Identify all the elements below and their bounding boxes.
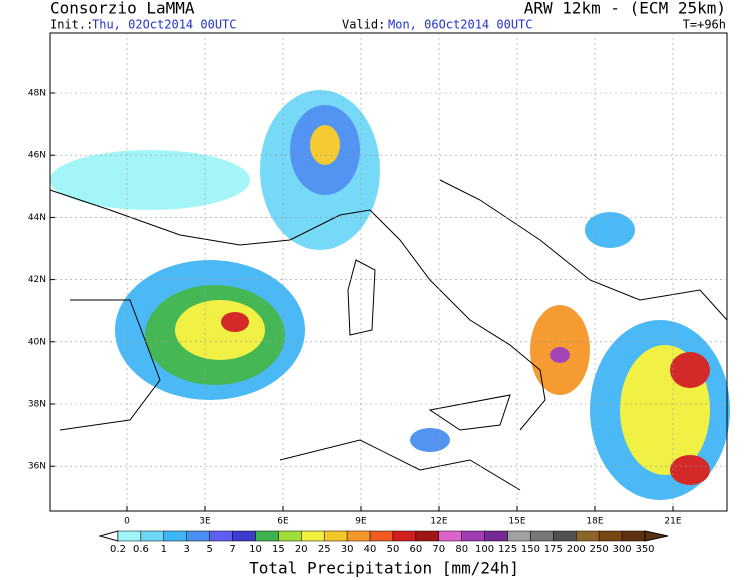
cb-label: 15 bbox=[272, 544, 285, 555]
cb-label: 7 bbox=[229, 544, 235, 555]
cb-box bbox=[415, 530, 440, 542]
cb-box bbox=[369, 530, 394, 542]
lat-label: 42N bbox=[28, 275, 46, 285]
cb-box bbox=[461, 530, 485, 542]
step: T=+96h bbox=[683, 18, 726, 32]
rain bbox=[550, 347, 570, 363]
map bbox=[49, 32, 730, 512]
lat-label: 48N bbox=[28, 89, 46, 99]
precip bbox=[50, 90, 730, 500]
cb-box bbox=[209, 530, 233, 542]
island bbox=[428, 394, 511, 431]
init-label: Init.: bbox=[50, 18, 93, 32]
coastline bbox=[59, 299, 161, 431]
cb-box bbox=[232, 530, 256, 542]
island bbox=[347, 259, 376, 336]
cb-box bbox=[186, 530, 210, 542]
title: Consorzio LaMMA bbox=[50, 0, 195, 18]
cb-label: 70 bbox=[432, 544, 445, 555]
valid-label: Valid: bbox=[342, 18, 385, 32]
lon-label: 21E bbox=[664, 517, 681, 527]
lon-label: 9E bbox=[355, 517, 367, 527]
cb-box bbox=[392, 530, 417, 542]
lat-label: 38N bbox=[28, 400, 46, 410]
cb-box bbox=[598, 530, 623, 542]
rain bbox=[310, 125, 340, 165]
cb-box bbox=[255, 530, 279, 542]
lon-label: 3E bbox=[199, 517, 211, 527]
cb-box bbox=[117, 530, 142, 542]
cb-label: 250 bbox=[590, 544, 609, 555]
cb-under bbox=[98, 530, 119, 542]
cb-box bbox=[438, 530, 462, 542]
cb-label: 200 bbox=[567, 544, 586, 555]
lon-label: 18E bbox=[586, 517, 603, 527]
cb-label: 60 bbox=[410, 544, 423, 555]
cb-over bbox=[644, 530, 669, 542]
cb-box bbox=[530, 530, 554, 542]
colorbar-caption: Total Precipitation [mm/24h] bbox=[249, 559, 519, 578]
cb-label: 20 bbox=[295, 544, 308, 555]
cb-label: 10 bbox=[249, 544, 262, 555]
valid: Mon, 06Oct2014 00UTC bbox=[388, 18, 533, 32]
cb-label: 150 bbox=[521, 544, 540, 555]
model: ARW 12km - (ECM 25km) bbox=[524, 0, 726, 18]
cb-label: 5 bbox=[206, 544, 212, 555]
lon-label: 0 bbox=[124, 517, 130, 527]
rain bbox=[670, 455, 710, 485]
cb-label: 3 bbox=[184, 544, 190, 555]
cb-label: 80 bbox=[455, 544, 468, 555]
lat-label: 40N bbox=[28, 337, 46, 347]
cb-label: 0.6 bbox=[133, 544, 149, 555]
cb-label: 30 bbox=[341, 544, 354, 555]
coastline bbox=[49, 189, 546, 431]
cb-label: 100 bbox=[475, 544, 494, 555]
cb-box bbox=[576, 530, 600, 542]
cb-label: 175 bbox=[544, 544, 563, 555]
cb-box bbox=[346, 530, 371, 542]
rain bbox=[50, 150, 250, 210]
rain bbox=[175, 300, 265, 360]
rain bbox=[670, 352, 710, 388]
cb-label: 0.2 bbox=[110, 544, 126, 555]
rain bbox=[221, 312, 249, 332]
cb-box bbox=[163, 530, 187, 542]
map-frame bbox=[49, 32, 728, 512]
cb-box bbox=[484, 530, 508, 542]
rain bbox=[410, 428, 450, 452]
cb-box bbox=[301, 530, 325, 542]
rain bbox=[585, 212, 635, 248]
lat-label: 36N bbox=[28, 462, 46, 472]
cb-box bbox=[323, 530, 348, 542]
lon-label: 15E bbox=[508, 517, 525, 527]
cb-box bbox=[507, 530, 531, 542]
cb-label: 1 bbox=[161, 544, 167, 555]
coastline bbox=[279, 439, 521, 491]
cb-label: 125 bbox=[498, 544, 517, 555]
cb-box bbox=[621, 530, 646, 542]
coast bbox=[49, 179, 728, 491]
cb-label: 25 bbox=[318, 544, 331, 555]
lat-label: 44N bbox=[28, 213, 46, 223]
init: Thu, 02Oct2014 00UTC bbox=[92, 18, 237, 32]
cb-box bbox=[553, 530, 577, 542]
cb-label: 50 bbox=[387, 544, 400, 555]
lat-label: 46N bbox=[28, 151, 46, 161]
coastline bbox=[439, 179, 728, 321]
cb-box bbox=[140, 530, 165, 542]
cb-label: 40 bbox=[364, 544, 377, 555]
lon-label: 12E bbox=[430, 517, 447, 527]
cb-label: 350 bbox=[635, 544, 654, 555]
cb-box bbox=[278, 530, 302, 542]
lon-label: 6E bbox=[277, 517, 289, 527]
cb-label: 300 bbox=[613, 544, 632, 555]
